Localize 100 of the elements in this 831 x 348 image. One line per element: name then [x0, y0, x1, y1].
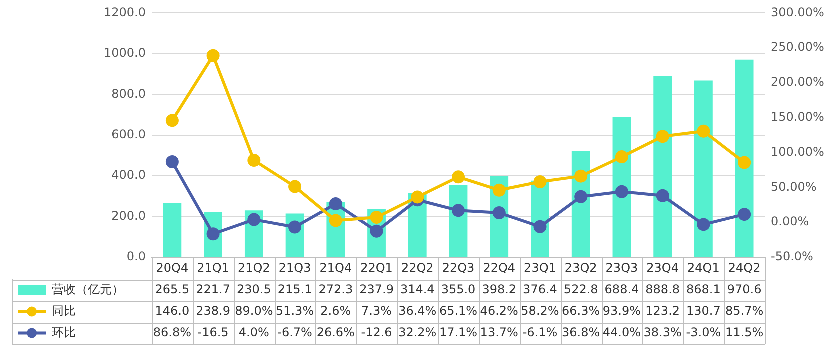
y-tick-label: 0.0 [126, 250, 146, 264]
data-label: 130.7 [686, 304, 721, 318]
data-label: -6.1% [522, 325, 558, 340]
y-tick-label: 400.0 [112, 168, 146, 182]
point [656, 189, 670, 202]
y2-tick-label: 300.00% [771, 5, 824, 20]
data-label: 2.6% [320, 304, 352, 318]
data-label: 32.2% [398, 325, 437, 340]
x-tick-label: 21Q4 [320, 260, 352, 275]
y-tick-label: 800.0 [112, 86, 146, 101]
data-label: 86.8% [153, 325, 192, 340]
data-label: 46.2% [480, 304, 518, 318]
x-tick-label: 23Q4 [646, 260, 680, 275]
point [329, 198, 342, 211]
bar [654, 76, 672, 257]
x-tick-label: 23Q2 [564, 260, 598, 275]
data-label: 85.7% [726, 304, 764, 318]
data-label: 38.3% [644, 325, 682, 340]
data-label: 230.5 [236, 282, 272, 296]
data-label: 11.5% [726, 325, 764, 340]
x-tick-label: 22Q4 [483, 260, 516, 275]
x-tick-label: 21Q1 [197, 260, 230, 275]
x-tick-label: 21Q3 [278, 260, 312, 275]
data-label: 36.8% [562, 325, 600, 340]
x-tick-label: 23Q3 [606, 260, 638, 275]
point [656, 130, 670, 144]
data-label: 314.4 [400, 282, 435, 296]
y-tick-label: 600.0 [112, 127, 146, 142]
data-label: 868.1 [686, 282, 721, 296]
legend-label: 同比 [52, 304, 76, 318]
x-tick-label: 22Q3 [442, 260, 475, 275]
data-label: 355.0 [441, 282, 476, 296]
x-tick-label: 22Q2 [401, 260, 434, 275]
point [534, 175, 547, 188]
point [166, 114, 179, 128]
data-label: 58.2% [521, 304, 560, 318]
data-label: 522.8 [564, 282, 598, 296]
point [288, 180, 302, 194]
point [492, 184, 506, 197]
data-label: 237.9 [360, 282, 394, 296]
data-label: 376.4 [523, 282, 558, 296]
y2-tick-label: 250.00% [771, 40, 824, 54]
point [452, 170, 465, 184]
data-label: 13.7% [480, 325, 518, 340]
legend-label: 环比 [52, 325, 76, 340]
data-label: 65.1% [439, 304, 478, 318]
data-label: -12.6 [361, 325, 392, 340]
data-label: 238.9 [196, 304, 230, 318]
data-label: -16.5 [198, 325, 229, 340]
data-label: 17.1% [439, 325, 478, 340]
point [574, 190, 588, 204]
data-label: 44.0% [602, 325, 642, 340]
data-label: 51.3% [276, 304, 314, 318]
point [697, 124, 710, 138]
data-label: 221.7 [196, 282, 230, 296]
point [697, 218, 710, 232]
data-label: 4.0% [238, 325, 270, 340]
data-label: 66.3% [562, 304, 600, 318]
data-label: 123.2 [646, 304, 680, 318]
data-label: 272.3 [318, 282, 354, 296]
data-label: 688.4 [604, 282, 640, 296]
point [288, 220, 302, 234]
y-tick-label: 200.0 [112, 208, 146, 223]
data-label: 89.0% [235, 304, 274, 318]
y2-tick-label: -50.0% [771, 250, 814, 264]
y2-tick-label: 100.00% [771, 144, 824, 159]
y-tick-label: 1000.0 [104, 46, 146, 60]
data-label: 265.5 [155, 282, 190, 296]
x-tick-label: 21Q2 [238, 260, 270, 275]
x-tick-label: 20Q4 [156, 260, 189, 275]
point [206, 49, 220, 62]
x-tick-label: 24Q2 [728, 260, 761, 275]
point [166, 156, 179, 169]
x-tick-label: 22Q1 [360, 260, 393, 275]
data-label: -6.7% [278, 325, 312, 340]
data-label: 36.4% [398, 304, 437, 318]
bar [735, 60, 754, 257]
data-label: 7.3% [362, 304, 392, 318]
y2-tick-label: 50.00% [771, 180, 817, 194]
bar [163, 203, 182, 257]
point [248, 213, 261, 226]
data-label: 888.8 [646, 282, 680, 296]
data-label: 93.9% [602, 304, 642, 318]
legend-label: 营收（亿元） [52, 282, 124, 296]
point [370, 211, 384, 224]
point [615, 150, 628, 164]
data-label: 215.1 [278, 282, 312, 296]
point [492, 206, 506, 220]
data-label: 146.0 [155, 304, 190, 318]
point [248, 154, 261, 167]
y2-tick-label: 0.00% [771, 214, 810, 229]
point [534, 220, 547, 234]
point [329, 214, 342, 228]
point [574, 170, 588, 183]
point [615, 185, 628, 198]
x-tick-label: 24Q1 [688, 260, 720, 275]
data-label: 970.6 [727, 282, 762, 296]
point [738, 208, 752, 222]
x-tick-label: 23Q1 [524, 260, 556, 275]
point [411, 190, 424, 204]
